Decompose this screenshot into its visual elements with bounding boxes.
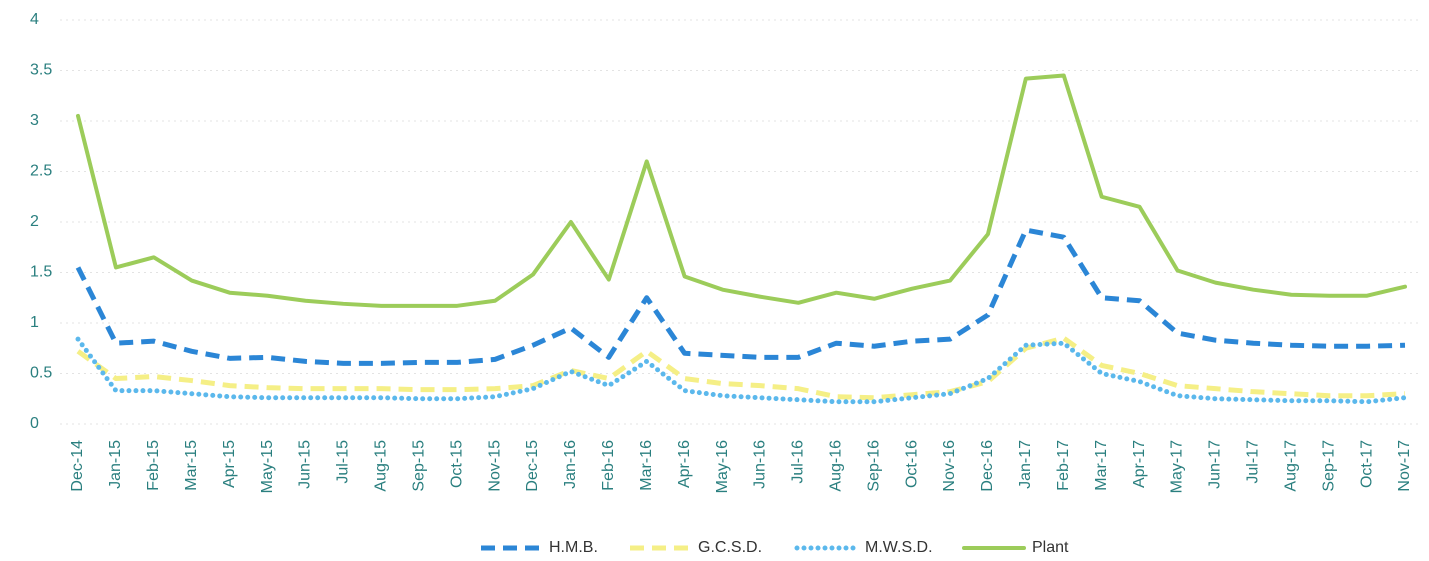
y-tick-label: 1 [30, 314, 39, 331]
y-tick-label: 2.5 [30, 163, 52, 180]
x-tick-label: Nov-15 [486, 440, 503, 492]
x-tick-label: May-17 [1169, 440, 1186, 493]
x-tick-label: Mar-16 [638, 440, 655, 491]
x-tick-label: May-16 [714, 440, 731, 493]
x-tick-label: Jul-17 [1245, 440, 1262, 484]
x-tick-label: Dec-16 [979, 440, 996, 492]
y-tick-label: 0 [30, 415, 39, 432]
x-tick-label: Aug-17 [1282, 440, 1299, 492]
x-tick-label: Aug-16 [828, 440, 845, 492]
x-tick-label: Apr-17 [1131, 440, 1148, 488]
x-tick-label: Jun-15 [297, 440, 314, 489]
legend-label: H.M.B. [549, 539, 598, 556]
series-line [75, 227, 1406, 366]
x-tick-label: Aug-15 [373, 440, 390, 492]
x-tick-label: Oct-16 [903, 440, 920, 488]
x-tick-label: Apr-16 [676, 440, 693, 488]
x-tick-label: Feb-15 [145, 440, 162, 491]
x-tick-label: Oct-15 [448, 440, 465, 488]
x-tick-label: Feb-16 [600, 440, 617, 491]
x-tick-label: Feb-17 [1055, 440, 1072, 491]
y-tick-label: 0.5 [30, 365, 52, 382]
legend-label: Plant [1032, 539, 1069, 556]
x-tick-label: Sep-16 [865, 440, 882, 492]
x-tick-label: Jul-16 [790, 440, 807, 484]
x-tick-label: Oct-17 [1358, 440, 1375, 488]
x-tick-label: Jan-15 [107, 440, 124, 489]
legend-label: G.C.S.D. [698, 539, 762, 556]
legend-label: M.W.S.D. [865, 539, 933, 556]
x-tick-label: Apr-15 [221, 440, 238, 488]
x-tick-label: Jun-17 [1207, 440, 1224, 489]
series-line [76, 335, 1406, 401]
x-tick-label: Sep-15 [410, 440, 427, 492]
x-tick-label: Nov-17 [1396, 440, 1413, 492]
x-tick-label: May-15 [259, 440, 276, 493]
y-tick-label: 1.5 [30, 264, 52, 281]
y-tick-label: 4 [30, 11, 39, 28]
series-line [75, 336, 1408, 405]
x-tick-label: Mar-15 [183, 440, 200, 491]
x-tick-label: Dec-14 [69, 440, 86, 492]
series-line [76, 73, 1407, 308]
x-tick-label: Jul-15 [335, 440, 352, 484]
x-tick-label: Sep-17 [1320, 440, 1337, 492]
x-tick-label: Nov-16 [941, 440, 958, 492]
y-tick-label: 2 [30, 213, 39, 230]
x-tick-label: Jan-16 [562, 440, 579, 489]
x-tick-label: Dec-15 [524, 440, 541, 492]
y-tick-label: 3.5 [30, 62, 52, 79]
x-tick-label: Jun-16 [752, 440, 769, 489]
x-tick-label: Jan-17 [1017, 440, 1034, 489]
x-tick-label: Mar-17 [1093, 440, 1110, 491]
y-tick-label: 3 [30, 112, 39, 129]
